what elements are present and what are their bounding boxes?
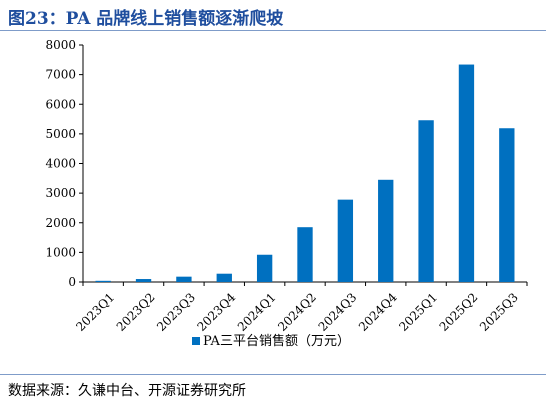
bar — [418, 120, 434, 282]
x-tick-label: 2025Q3 — [477, 290, 521, 334]
x-tick-label: 2024Q1 — [235, 290, 279, 334]
x-tick-label: 2025Q1 — [396, 290, 440, 334]
y-tick-label: 0 — [68, 275, 76, 289]
x-tick-label: 2023Q4 — [194, 290, 238, 334]
bar — [458, 64, 475, 283]
y-tick-label: 8000 — [45, 38, 76, 52]
y-tick-label: 5000 — [45, 127, 76, 141]
x-axis-labels: 2023Q12023Q22023Q32023Q42024Q12024Q22024… — [73, 290, 520, 334]
y-tick-label: 3000 — [45, 186, 76, 200]
y-tick-label: 2000 — [45, 216, 76, 230]
x-tick-label: 2025Q2 — [437, 290, 481, 334]
bar — [256, 254, 273, 282]
legend-swatch — [192, 337, 200, 345]
y-axis-labels: 0 1000 2000 3000 4000 5000 6000 7000 8000 — [45, 38, 76, 289]
source-divider — [0, 374, 546, 375]
title-divider — [0, 30, 546, 31]
bar — [95, 280, 111, 282]
y-tick-label: 4000 — [45, 157, 76, 171]
bar — [297, 227, 313, 282]
x-tick-label: 2023Q1 — [73, 290, 117, 334]
x-tick-label: 2024Q2 — [275, 290, 319, 334]
y-tick-label: 1000 — [45, 245, 76, 259]
bar — [337, 199, 354, 282]
bar — [176, 276, 192, 282]
legend-label: PA三平台销售额（万元） — [203, 333, 350, 349]
x-tick-label: 2023Q2 — [114, 290, 158, 334]
x-tick-label: 2023Q3 — [154, 290, 198, 334]
bar — [216, 273, 232, 282]
bar — [378, 179, 394, 282]
chart-legend: PA三平台销售额（万元） — [192, 333, 350, 349]
bar-chart: 2023Q12023Q22023Q32023Q42024Q12024Q22024… — [45, 38, 528, 349]
bar — [499, 128, 515, 282]
chart-title: 图23：PA 品牌线上销售额逐渐爬坡 — [8, 9, 284, 29]
x-tick-label: 2024Q4 — [356, 290, 400, 334]
bar — [135, 279, 152, 282]
x-tick-label: 2024Q3 — [316, 290, 360, 334]
source-note: 数据来源：久谦中台、开源证券研究所 — [8, 383, 246, 399]
y-tick-label: 6000 — [45, 97, 76, 111]
y-tick-label: 7000 — [45, 68, 76, 82]
chart-bars — [95, 64, 515, 283]
